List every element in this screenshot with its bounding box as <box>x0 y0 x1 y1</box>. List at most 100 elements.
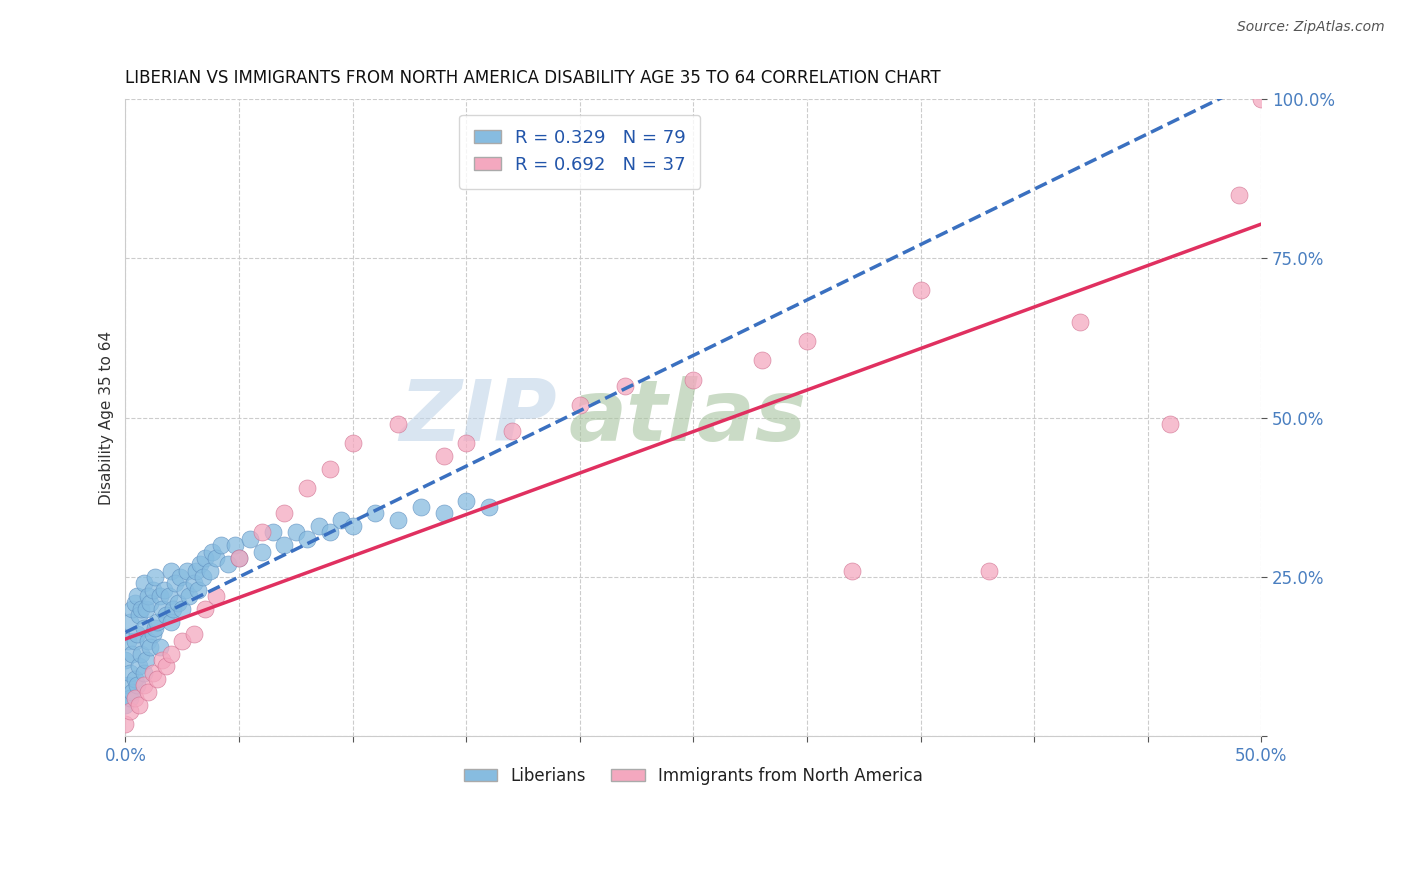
Point <box>239 532 262 546</box>
Point <box>409 500 432 514</box>
Point <box>148 589 170 603</box>
Point <box>1069 315 1091 329</box>
Point <box>131 647 153 661</box>
Point <box>177 589 200 603</box>
Point <box>273 507 295 521</box>
Point <box>132 678 155 692</box>
Point <box>150 653 173 667</box>
Point <box>143 621 166 635</box>
Point <box>135 653 157 667</box>
Point <box>162 602 184 616</box>
Point <box>228 551 250 566</box>
Point <box>169 570 191 584</box>
Point <box>165 576 187 591</box>
Point <box>614 379 637 393</box>
Point <box>1227 187 1250 202</box>
Point <box>146 615 169 629</box>
Point <box>205 551 228 566</box>
Point <box>250 544 273 558</box>
Point <box>387 417 409 432</box>
Point <box>977 564 1000 578</box>
Point <box>205 589 228 603</box>
Point <box>132 621 155 635</box>
Point <box>198 564 221 578</box>
Text: Source: ZipAtlas.com: Source: ZipAtlas.com <box>1237 20 1385 34</box>
Point <box>796 334 818 349</box>
Point <box>228 551 250 566</box>
Text: LIBERIAN VS IMMIGRANTS FROM NORTH AMERICA DISABILITY AGE 35 TO 64 CORRELATION CH: LIBERIAN VS IMMIGRANTS FROM NORTH AMERIC… <box>125 69 941 87</box>
Point <box>142 627 165 641</box>
Point <box>125 678 148 692</box>
Point <box>456 493 478 508</box>
Point <box>139 640 162 655</box>
Point <box>117 633 139 648</box>
Y-axis label: Disability Age 35 to 64: Disability Age 35 to 64 <box>100 331 114 505</box>
Point <box>135 602 157 616</box>
Point <box>682 373 704 387</box>
Point <box>183 627 205 641</box>
Point <box>131 602 153 616</box>
Point <box>172 633 194 648</box>
Point <box>143 570 166 584</box>
Point <box>910 283 932 297</box>
Point <box>118 665 141 680</box>
Point <box>501 424 523 438</box>
Point <box>568 398 591 412</box>
Point <box>250 525 273 540</box>
Point <box>191 570 214 584</box>
Point <box>387 513 409 527</box>
Point <box>1250 92 1272 106</box>
Point <box>166 596 188 610</box>
Point <box>273 538 295 552</box>
Point <box>160 564 183 578</box>
Point <box>128 698 150 712</box>
Point <box>128 659 150 673</box>
Point <box>157 589 180 603</box>
Point <box>432 449 454 463</box>
Point <box>153 582 176 597</box>
Point <box>173 582 195 597</box>
Point <box>136 589 159 603</box>
Text: atlas: atlas <box>568 376 807 459</box>
Point <box>150 602 173 616</box>
Point <box>124 691 146 706</box>
Point <box>114 716 136 731</box>
Point <box>184 564 207 578</box>
Point <box>330 513 353 527</box>
Point <box>148 640 170 655</box>
Point <box>262 525 284 540</box>
Point <box>1159 417 1181 432</box>
Text: ZIP: ZIP <box>399 376 557 459</box>
Point <box>124 672 146 686</box>
Point <box>432 507 454 521</box>
Point <box>751 353 773 368</box>
Point <box>121 602 143 616</box>
Point <box>114 698 136 712</box>
Point <box>187 582 209 597</box>
Point <box>284 525 307 540</box>
Point <box>136 633 159 648</box>
Point <box>478 500 501 514</box>
Point <box>295 481 318 495</box>
Point <box>194 551 217 566</box>
Point <box>160 615 183 629</box>
Point <box>176 564 198 578</box>
Point <box>224 538 246 552</box>
Point <box>124 596 146 610</box>
Point <box>132 576 155 591</box>
Point <box>121 685 143 699</box>
Point <box>319 525 342 540</box>
Point <box>194 602 217 616</box>
Point <box>172 602 194 616</box>
Point <box>125 627 148 641</box>
Point <box>342 519 364 533</box>
Point <box>342 436 364 450</box>
Point <box>136 685 159 699</box>
Point <box>841 564 863 578</box>
Point <box>160 647 183 661</box>
Point <box>121 647 143 661</box>
Point <box>118 615 141 629</box>
Point <box>146 672 169 686</box>
Point <box>132 665 155 680</box>
Point <box>201 544 224 558</box>
